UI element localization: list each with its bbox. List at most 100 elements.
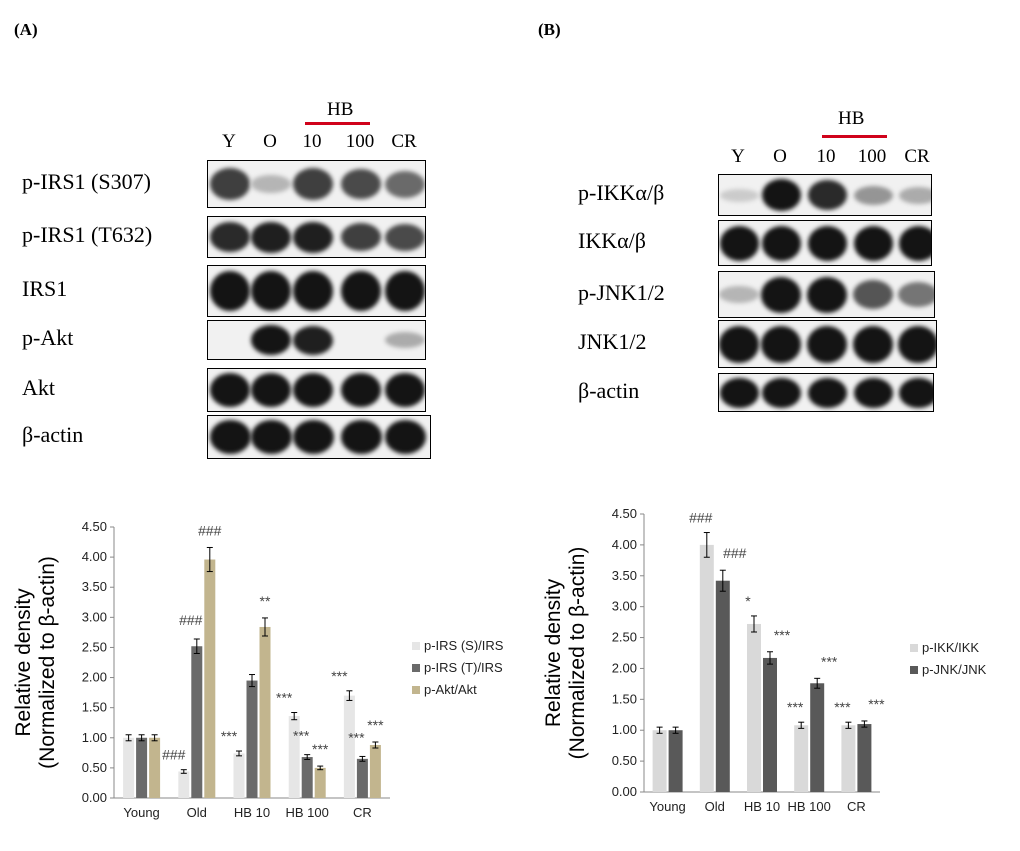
bar (668, 730, 683, 792)
blot-band (384, 420, 426, 454)
blot-band (853, 225, 893, 261)
blot-band (385, 271, 425, 311)
blot-band (807, 276, 847, 313)
bar (204, 559, 216, 798)
blot-band (341, 223, 381, 251)
legend-swatch (412, 642, 420, 650)
blot-band (719, 325, 759, 363)
blot-label: p-Akt (22, 325, 74, 350)
y-axis-label-2: (Normalized to β-actin) (36, 556, 59, 769)
lane-header: 10 (816, 146, 836, 167)
y-tick-label: 4.00 (612, 537, 637, 552)
significance-label: *** (331, 668, 348, 684)
legend-label: p-IKK/IKK (922, 640, 979, 655)
blot-band (251, 271, 291, 311)
y-tick-label: 4.50 (82, 519, 107, 534)
bar (369, 745, 381, 798)
x-tick-label: HB 100 (788, 799, 831, 814)
y-tick-label: 0.00 (612, 784, 637, 799)
y-tick-label: 1.50 (82, 700, 107, 715)
bar (314, 767, 326, 798)
blot-band (898, 325, 936, 363)
bar (233, 753, 245, 798)
blot-band (251, 221, 291, 253)
significance-label: ### (723, 545, 747, 561)
y-axis-label-2: (Normalized to β-actin) (566, 547, 589, 760)
blot-band (385, 373, 425, 407)
blot-label: p-IRS1 (S307) (22, 169, 151, 194)
lane-header: O (773, 146, 787, 167)
blot-band (761, 276, 801, 313)
x-tick-label: HB 10 (234, 805, 270, 820)
blot-band (898, 282, 934, 307)
bar (794, 725, 809, 792)
y-axis-label: Relative density (12, 588, 35, 737)
x-tick-label: HB 10 (744, 799, 780, 814)
lane-header: O (263, 131, 277, 152)
bar (136, 737, 148, 798)
x-tick-label: CR (353, 805, 372, 820)
blot-label: β-actin (22, 422, 84, 447)
blot-band (719, 286, 759, 303)
y-tick-label: 2.00 (82, 670, 107, 685)
significance-label: ### (689, 510, 713, 526)
bar (288, 716, 300, 798)
blot-band (292, 420, 334, 454)
blot-band (293, 221, 333, 253)
y-tick-label: 0.50 (612, 753, 637, 768)
blot-label: IRS1 (22, 276, 68, 301)
significance-label: *** (293, 728, 310, 744)
bar (356, 758, 368, 798)
blot-band (761, 225, 801, 261)
bar (715, 580, 730, 792)
blot-strip (718, 320, 937, 368)
bar (810, 683, 825, 792)
significance-label: *** (868, 696, 885, 712)
blot-label: p-JNK1/2 (578, 279, 665, 305)
significance-label: *** (221, 728, 238, 744)
blot-band (210, 271, 250, 311)
blot-strip (207, 216, 426, 258)
blot-band (385, 332, 425, 348)
blot-band (898, 225, 931, 261)
y-tick-label: 3.00 (612, 599, 637, 614)
blot-band (807, 225, 847, 261)
blot-strip (718, 271, 935, 318)
blot-band (761, 377, 801, 408)
lane-header: Y (222, 131, 236, 152)
blot-band (719, 188, 759, 202)
significance-label: ### (179, 612, 203, 628)
lane-header: CR (904, 146, 930, 167)
blot-band (209, 420, 251, 454)
blot-band (761, 325, 801, 363)
x-tick-label: Old (187, 805, 207, 820)
blot-band (251, 175, 291, 193)
bar (191, 646, 203, 798)
bar-chart-a: 0.00 0.50 1.00 1.50 2.00 2.50 3.00 3.50 4.00 4.50… (12, 519, 504, 820)
y-tick-label: 3.00 (82, 609, 107, 624)
x-tick-label: Young (649, 799, 685, 814)
significance-label: ### (198, 522, 222, 538)
bar (259, 626, 271, 798)
blot-label: IKKα/β (578, 228, 646, 253)
blot-band (341, 271, 381, 311)
lane-header: 100 (857, 146, 887, 167)
lane-header: Y (731, 146, 745, 167)
bar (246, 680, 258, 798)
legend-label: p-Akt/Akt (424, 682, 477, 697)
bar (747, 623, 761, 792)
blot-band (807, 377, 847, 408)
bar (149, 737, 161, 798)
y-tick-label: 4.50 (612, 506, 637, 521)
legend-label: p-JNK/JNK (922, 662, 987, 677)
y-tick-label: 0.00 (82, 790, 107, 805)
legend-label: p-IRS (S)/IRS (424, 638, 504, 653)
blot-strip (207, 160, 426, 208)
significance-label: *** (367, 717, 384, 733)
y-axis-label: Relative density (542, 578, 565, 727)
treatment-label: HB (838, 108, 865, 129)
significance-label: *** (774, 627, 791, 643)
blot-label: JNK1/2 (578, 329, 647, 354)
y-tick-label: 2.50 (612, 630, 637, 645)
blot-band (719, 225, 759, 261)
